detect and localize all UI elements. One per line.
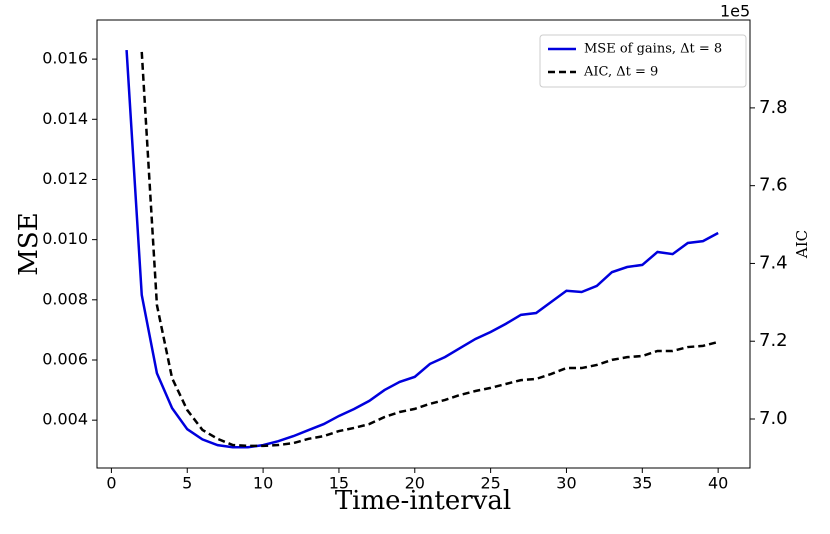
legend-box [539,34,747,88]
y2-tick-label: 7.6 [759,175,788,196]
y-tick-label: 0.008 [42,289,88,308]
x-tick-label: 35 [632,474,652,493]
y2-tick-label: 7.8 [759,97,788,118]
y-tick-label: 0.006 [42,349,88,368]
y2-tick-label: 7.0 [759,408,788,429]
y2-axis-title: AIC [793,230,811,259]
y-tick-label: 0.016 [42,49,88,68]
x-tick-label: 40 [708,474,728,493]
y2-tick-label: 7.4 [759,252,788,273]
y-tick-label: 0.014 [42,109,88,128]
x-tick-label: 30 [556,474,576,493]
x-tick-label: 5 [182,474,192,493]
y2-tick-label: 7.2 [759,330,788,351]
y-tick-label: 0.012 [42,169,88,188]
x-tick-label: 20 [405,474,425,493]
y-axis-title: MSE [14,212,44,275]
x-tick-label: 0 [106,474,116,493]
y2-offset-label: 1e5 [720,2,750,21]
x-tick-label: 10 [253,474,273,493]
y-tick-label: 0.010 [42,229,88,248]
series-line [140,51,719,448]
legend-label: MSE of gains, Δt = 8 [584,42,722,57]
plot-frame [96,19,751,469]
x-tick-label: 15 [329,474,349,493]
x-tick-label: 25 [480,474,500,493]
legend-label: AIC, Δt = 9 [583,65,658,80]
series-line [125,50,719,449]
y-tick-label: 0.004 [42,410,88,429]
x-axis-title: Time-interval [335,486,511,516]
